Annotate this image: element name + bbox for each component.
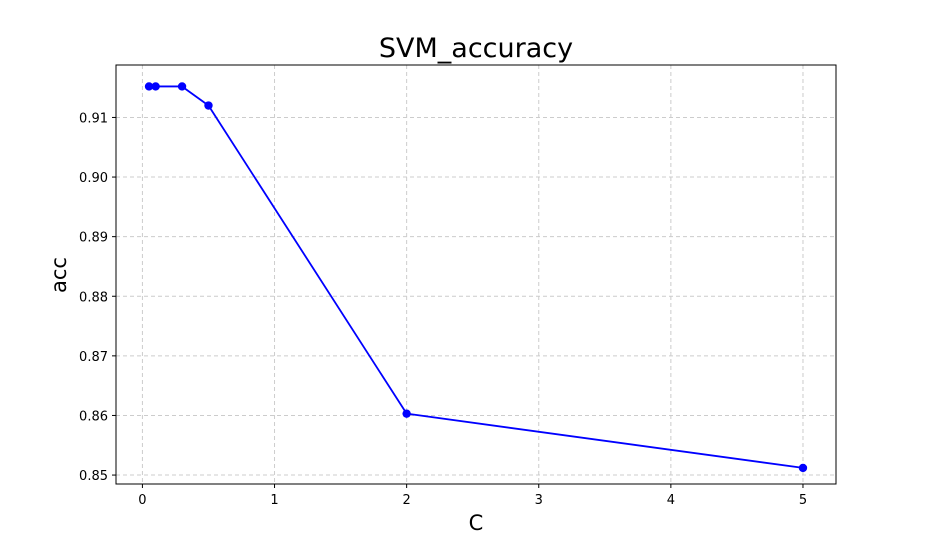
x-tick-label: 4 xyxy=(667,493,675,508)
data-point xyxy=(151,82,160,91)
data-point xyxy=(402,409,411,418)
x-tick-label: 2 xyxy=(403,493,411,508)
data-point xyxy=(144,82,154,91)
y-tick-label: 0.91 xyxy=(79,111,108,126)
x-tick-label: 1 xyxy=(270,493,278,508)
y-axis-label: acc xyxy=(47,257,71,293)
y-tick-label: 0.90 xyxy=(79,171,108,186)
data-point xyxy=(798,463,808,473)
x-tick-label: 3 xyxy=(535,493,543,508)
grid-layer xyxy=(116,65,836,484)
x-tick-label: 0 xyxy=(138,493,146,508)
chart-title: SVM_accuracy xyxy=(379,33,573,64)
plot-area: 0 1 2 3 4 5 0.85 0.86 0.87 0.88 0.89 0.90 0.91 xyxy=(79,64,837,508)
x-axis-label: C xyxy=(469,511,484,535)
series-layer xyxy=(144,82,808,473)
y-tick-label: 0.87 xyxy=(79,350,108,365)
data-point xyxy=(177,82,187,91)
x-tick-label: 5 xyxy=(799,493,807,508)
data-point xyxy=(204,101,213,110)
axes-frame xyxy=(115,64,837,485)
y-tick-label: 0.85 xyxy=(79,469,108,484)
tick-layer: 0 1 2 3 4 5 0.85 0.86 0.87 0.88 0.89 0.90 0.91 xyxy=(79,111,807,508)
y-tick-label: 0.86 xyxy=(79,409,108,424)
y-tick-label: 0.89 xyxy=(79,231,108,246)
y-tick-label: 0.88 xyxy=(79,290,108,305)
